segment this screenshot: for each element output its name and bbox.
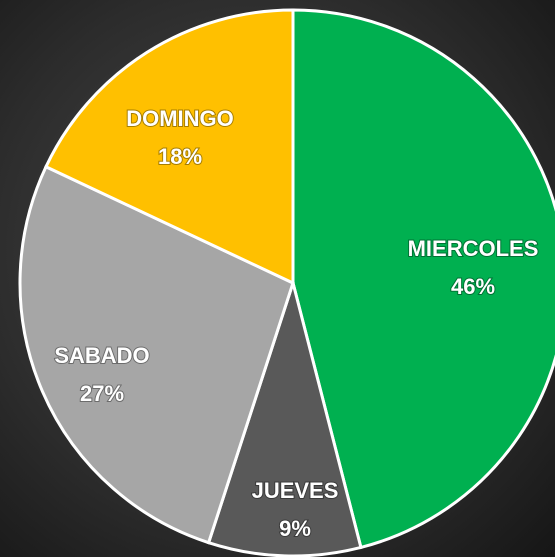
slice-name: MIERCOLES [408,236,539,261]
pie-slice [18,164,295,545]
slice-value-label: 18% [158,144,202,169]
pie-slice [206,277,363,557]
pie-slice [43,8,295,286]
slice-name: JUEVES [252,478,339,503]
slice-value-label: 9% [279,516,311,541]
pie-slice [291,8,555,550]
slice-name: DOMINGO [126,106,234,131]
pie: MIERCOLES 46% JUEVES 9% SABADO 27% DOMINGO 18% [18,8,555,557]
slice-value-label: 46% [451,274,495,299]
slice-value-label: 27% [80,381,124,406]
slice-name: SABADO [54,343,149,368]
